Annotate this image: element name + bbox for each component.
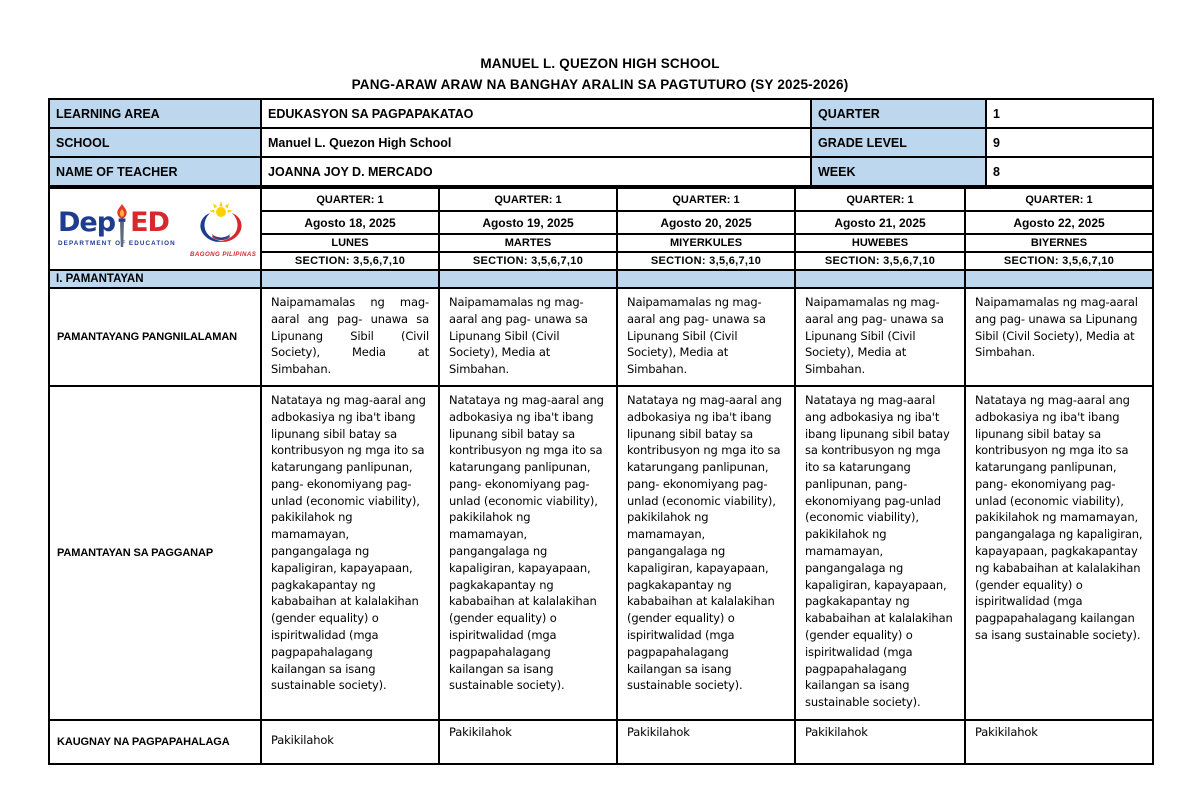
day-date-cell: Agosto 22, 2025 [964, 210, 1154, 235]
day-date-cell: Agosto 19, 2025 [438, 210, 618, 235]
day-name-cell: BIYERNES [964, 233, 1154, 253]
bagong-pilipinas-emblem [200, 200, 242, 242]
section-row: SECTION: 3,5,6,7,10 SECTION: 3,5,6,7,10 … [49, 251, 1154, 271]
pagganap-row: PAMANTAYAN SA PAGGANAP Natataya ng mag-a… [48, 385, 1154, 721]
day-section-cell: SECTION: 3,5,6,7,10 [964, 251, 1154, 271]
pagganap-label: PAMANTAYAN SA PAGGANAP [48, 385, 262, 721]
day-name-cell: MARTES [438, 233, 618, 253]
page-title: MANUEL L. QUEZON HIGH SCHOOL [480, 56, 720, 71]
week-label: WEEK [810, 156, 987, 187]
quarter-label: QUARTER [810, 98, 987, 129]
pangnilalaman-cell: Naipamamalas ng mag-aaral ang pag- unawa… [616, 287, 796, 387]
main-table: Dep ED DEPARTMENT OF EDUCATION [48, 187, 1154, 765]
day-section-cell: SECTION: 3,5,6,7,10 [616, 251, 796, 271]
info-row-school: SCHOOL Manuel L. Quezon High School GRAD… [48, 127, 1154, 158]
pagganap-cell: Natataya ng mag-aaral ang adbokasiya ng … [616, 385, 796, 721]
lesson-plan-tables: LEARNING AREA EDUKASYON SA PAGPAPAKATAO … [48, 98, 1154, 765]
date-row: Agosto 18, 2025 Agosto 19, 2025 Agosto 2… [49, 210, 1154, 235]
pagpapahalaga-cell: Pakikilahok [438, 719, 618, 765]
day-quarter-cell: QUARTER: 1 [616, 187, 796, 212]
weekday-row: LUNES MARTES MIYERKULES HUWEBES BIYERNES [49, 233, 1154, 253]
day-quarter-cell: QUARTER: 1 [794, 187, 966, 212]
pagganap-cell: Natataya ng mag-aaral ang adbokasiya ng … [438, 385, 618, 721]
day-section-cell: SECTION: 3,5,6,7,10 [794, 251, 966, 271]
learning-area-value: EDUKASYON SA PAGPAPAKATAO [260, 98, 812, 129]
deped-wordmark-blue: Dep [58, 207, 116, 238]
day-section-cell: SECTION: 3,5,6,7,10 [438, 251, 618, 271]
info-row-learning-area: LEARNING AREA EDUKASYON SA PAGPAPAKATAO … [48, 98, 1154, 129]
school-label: SCHOOL [48, 127, 262, 158]
day-section-cell: SECTION: 3,5,6,7,10 [260, 251, 440, 271]
pangnilalaman-row: PAMANTAYANG PANGNILALAMAN Naipamamalas n… [48, 287, 1154, 387]
day-quarter-cell: QUARTER: 1 [964, 187, 1154, 212]
info-table: LEARNING AREA EDUKASYON SA PAGPAPAKATAO … [48, 98, 1154, 187]
pagpapahalaga-row: KAUGNAY NA PAGPAPAHALAGA Pakikilahok Pak… [48, 719, 1154, 765]
pangnilalaman-cell: Naipamamalas ng mag-aaral ang pag- unawa… [794, 287, 966, 387]
pagpapahalaga-cell: Pakikilahok [964, 719, 1154, 765]
pagpapahalaga-label: KAUGNAY NA PAGPAPAHALAGA [48, 719, 262, 765]
pangnilalaman-cell: Naipamamalas ng mag-aaral ang pag- unawa… [260, 287, 440, 387]
logo-group: Dep ED DEPARTMENT OF EDUCATION [51, 200, 259, 258]
logo-cell: Dep ED DEPARTMENT OF EDUCATION [48, 187, 262, 271]
info-row-teacher: NAME OF TEACHER JOANNA JOY D. MERCADO WE… [48, 156, 1154, 187]
pamantayan-header-row: I. PAMANTAYAN [48, 269, 1154, 289]
pamantayan-header-label: I. PAMANTAYAN [48, 269, 262, 289]
deped-logo: Dep ED DEPARTMENT OF EDUCATION [58, 200, 180, 258]
deped-caption: DEPARTMENT OF EDUCATION [58, 240, 176, 247]
day-name-cell: MIYERKULES [616, 233, 796, 253]
pagpapahalaga-cell: Pakikilahok [794, 719, 966, 765]
school-value: Manuel L. Quezon High School [260, 127, 812, 158]
pagganap-cell: Natataya ng mag-aaral ang adbokasiya ng … [964, 385, 1154, 721]
pagpapahalaga-cell: Pakikilahok [260, 719, 440, 765]
teacher-value: JOANNA JOY D. MERCADO [260, 156, 812, 187]
quarter-row: Dep ED DEPARTMENT OF EDUCATION [48, 187, 1154, 271]
pagganap-cell: Natataya ng mag-aaral ang adbokasiya ng … [794, 385, 966, 721]
week-value: 8 [985, 156, 1154, 187]
page-subtitle: PANG-ARAW ARAW NA BANGHAY ARALIN SA PAGT… [351, 77, 849, 92]
document-header: MANUEL L. QUEZON HIGH SCHOOL PANG-ARAW A… [0, 0, 1200, 92]
day-quarter-cell: QUARTER: 1 [260, 187, 440, 212]
bagong-pilipinas-caption: BAGONG PILIPINAS [190, 250, 257, 258]
day-quarter-cell: QUARTER: 1 [438, 187, 618, 212]
grade-level-label: GRADE LEVEL [810, 127, 987, 158]
deped-wordmark-red: ED [130, 207, 170, 238]
quarter-value: 1 [985, 98, 1154, 129]
learning-area-label: LEARNING AREA [48, 98, 262, 129]
pagganap-cell: Natataya ng mag-aaral ang adbokasiya ng … [260, 385, 440, 721]
pangnilalaman-cell: Naipamamalas ng mag-aaral ang pag- unawa… [964, 287, 1154, 387]
day-date-cell: Agosto 21, 2025 [794, 210, 966, 235]
day-date-cell: Agosto 18, 2025 [260, 210, 440, 235]
pangnilalaman-label: PAMANTAYANG PANGNILALAMAN [48, 287, 262, 387]
day-name-cell: LUNES [260, 233, 440, 253]
pangnilalaman-cell: Naipamamalas ng mag-aaral ang pag- unawa… [438, 287, 618, 387]
pagpapahalaga-cell: Pakikilahok [616, 719, 796, 765]
grade-level-value: 9 [985, 127, 1154, 158]
day-name-cell: HUWEBES [794, 233, 966, 253]
teacher-label: NAME OF TEACHER [48, 156, 262, 187]
bagong-pilipinas-logo: BAGONG PILIPINAS [190, 200, 257, 258]
day-date-cell: Agosto 20, 2025 [616, 210, 796, 235]
torch-icon [115, 204, 130, 247]
